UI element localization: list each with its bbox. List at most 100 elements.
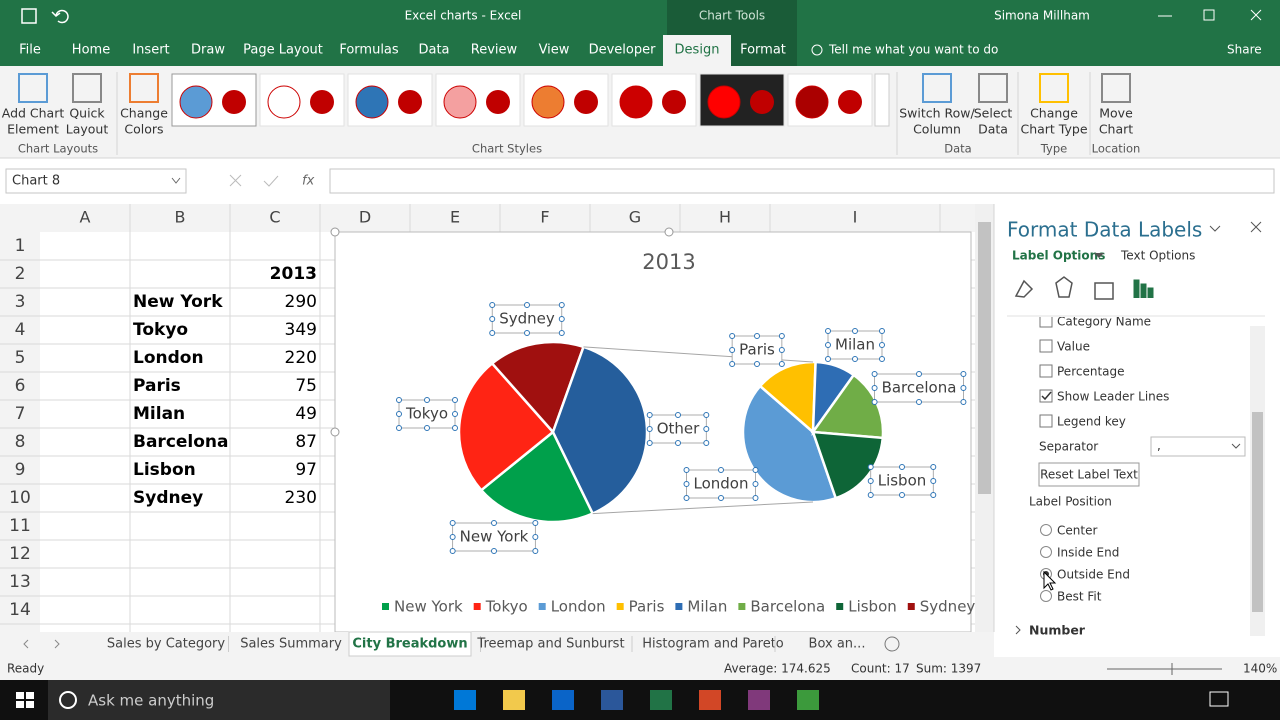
label-handle[interactable] <box>396 397 402 403</box>
ribbon-button-label[interactable]: Chart Type <box>1020 122 1087 137</box>
checkbox[interactable] <box>1039 389 1053 403</box>
checkbox[interactable] <box>1039 339 1053 353</box>
ribbon-button-label[interactable]: Move <box>1099 106 1133 121</box>
label-handle[interactable] <box>396 425 402 431</box>
label-handle[interactable] <box>867 492 874 498</box>
ribbon-tab[interactable]: Review <box>471 43 518 58</box>
pane-tab-active[interactable]: Label Options <box>1012 249 1105 263</box>
label-handle[interactable] <box>960 399 967 405</box>
label-handle[interactable] <box>558 330 565 336</box>
formula-buttons[interactable] <box>229 174 279 187</box>
radio[interactable] <box>1040 590 1052 602</box>
label-handle[interactable] <box>752 481 759 487</box>
fx-icon[interactable]: fx <box>302 174 315 189</box>
ribbon-tab[interactable]: Design <box>675 43 720 58</box>
pane-controls[interactable] <box>1209 221 1262 233</box>
ribbon-button-label[interactable]: Element <box>7 122 59 137</box>
add-sheet[interactable] <box>884 636 900 652</box>
legend-label[interactable]: Barcelona <box>750 598 825 616</box>
data-label[interactable]: Lisbon <box>878 472 927 490</box>
label-handle[interactable] <box>916 399 922 405</box>
label-handle[interactable] <box>899 492 905 498</box>
label-handle[interactable] <box>871 371 878 377</box>
data-label[interactable]: Sydney <box>499 310 555 328</box>
label-handle[interactable] <box>703 426 710 432</box>
label-handle[interactable] <box>852 328 858 334</box>
app-camtasia[interactable] <box>797 690 819 710</box>
label-handle[interactable] <box>825 342 832 348</box>
label-handle[interactable] <box>718 495 724 501</box>
label-handle[interactable] <box>524 302 530 308</box>
label-handle[interactable] <box>646 440 653 446</box>
label-handle[interactable] <box>452 411 458 417</box>
radio[interactable] <box>1040 546 1052 558</box>
label-handle[interactable] <box>878 328 885 334</box>
label-handle[interactable] <box>524 330 530 336</box>
ribbon-button-label[interactable]: Change <box>1030 106 1078 121</box>
ribbon-tab[interactable]: Data <box>418 43 449 58</box>
app-word[interactable] <box>601 690 623 710</box>
legend-label[interactable]: Lisbon <box>848 598 897 616</box>
app-onenote[interactable] <box>748 690 770 710</box>
ribbon-button-label[interactable]: Switch Row/ <box>899 106 975 121</box>
label-handle[interactable] <box>930 464 937 470</box>
pane-icon-active[interactable] <box>1133 279 1154 298</box>
pane-tab[interactable]: Text Options <box>1120 249 1195 263</box>
label-handle[interactable] <box>871 399 878 405</box>
legend-label[interactable]: London <box>551 598 606 616</box>
label-handle[interactable] <box>778 333 785 339</box>
label-handle[interactable] <box>754 333 760 339</box>
label-handle[interactable] <box>532 548 539 554</box>
ribbon-button-label[interactable]: Chart <box>1099 122 1133 137</box>
selection-handle[interactable] <box>664 227 674 237</box>
ribbon-button-label[interactable]: Colors <box>124 122 163 137</box>
checkbox-label[interactable]: Show Leader Lines <box>1057 390 1169 404</box>
checkbox-label[interactable]: Percentage <box>1057 365 1125 379</box>
name-box-arrow[interactable] <box>171 177 181 184</box>
share-button[interactable]: Share <box>1227 43 1262 57</box>
label-handle[interactable] <box>646 426 653 432</box>
undo-icon[interactable] <box>51 9 69 24</box>
label-handle[interactable] <box>489 316 496 322</box>
zoom-slider[interactable] <box>1107 663 1222 675</box>
pie-slice[interactable] <box>457 361 555 492</box>
app-outlook[interactable] <box>552 690 574 710</box>
label-handle[interactable] <box>871 385 878 391</box>
label-handle[interactable] <box>452 397 458 403</box>
sheet-tab[interactable]: Box an... <box>809 637 866 652</box>
label-handle[interactable] <box>646 412 653 418</box>
app-edge[interactable] <box>454 690 476 710</box>
ribbon-button-label[interactable]: Column <box>913 122 961 137</box>
tab-nav[interactable] <box>23 639 60 649</box>
legend-label[interactable]: Milan <box>687 598 727 616</box>
radio-label[interactable]: Center <box>1057 524 1097 538</box>
label-handle[interactable] <box>396 411 402 417</box>
label-handle[interactable] <box>558 302 565 308</box>
window-controls[interactable] <box>1158 9 1262 21</box>
pane-scroll-thumb[interactable] <box>1252 412 1263 612</box>
ribbon-button-icon[interactable] <box>922 73 952 103</box>
sheet-tab[interactable]: Histogram and Pareto <box>642 637 784 652</box>
label-handle[interactable] <box>960 371 967 377</box>
label-handle[interactable] <box>778 347 785 353</box>
legend-label[interactable]: Sydney <box>920 598 976 616</box>
ribbon-tab[interactable]: Draw <box>191 43 225 58</box>
chart-styles-gallery[interactable] <box>171 73 890 127</box>
radio[interactable] <box>1040 524 1052 536</box>
app-powerpoint[interactable] <box>699 690 721 710</box>
ribbon-tab[interactable]: File <box>19 43 41 58</box>
ribbon-button-icon[interactable] <box>72 73 102 103</box>
sheet-tab[interactable]: Sales Summary <box>240 637 342 652</box>
data-label[interactable]: Tokyo <box>405 405 448 423</box>
radio-label[interactable]: Best Fit <box>1057 590 1102 604</box>
data-label[interactable]: New York <box>460 528 529 546</box>
data-label[interactable]: Other <box>657 420 700 438</box>
reset-button[interactable] <box>1038 462 1140 487</box>
save-icon[interactable] <box>21 8 37 24</box>
checkbox-label[interactable]: Legend key <box>1057 415 1126 429</box>
label-handle[interactable] <box>878 342 885 348</box>
data-label[interactable]: London <box>694 475 749 493</box>
pane-icons[interactable] <box>1014 276 1114 300</box>
label-handle[interactable] <box>532 520 539 526</box>
start-button[interactable] <box>16 692 34 708</box>
